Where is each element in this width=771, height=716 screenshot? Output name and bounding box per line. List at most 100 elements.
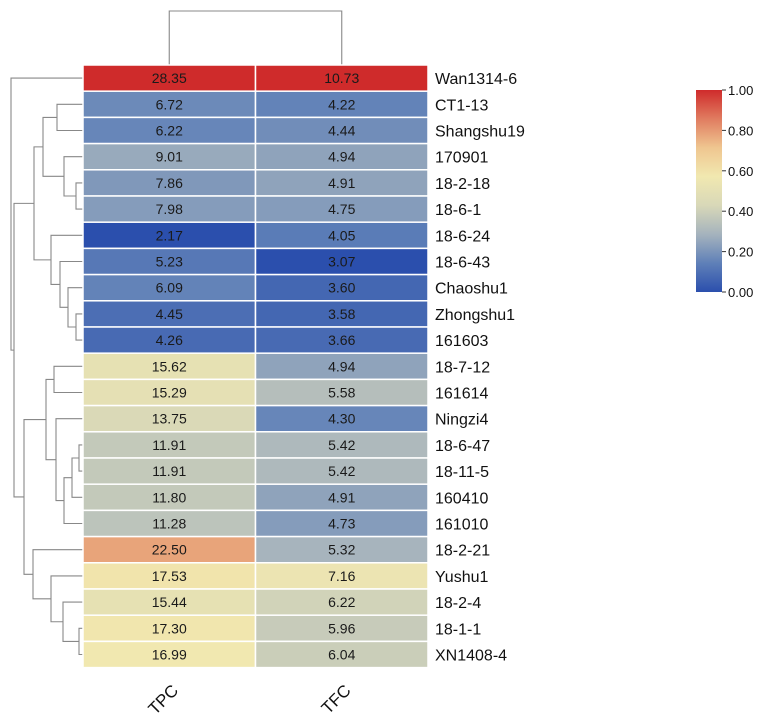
heatmap-cell [254, 457, 429, 485]
heatmap-cell [254, 142, 429, 171]
cell-value-label: 5.32 [328, 542, 355, 558]
cell-value-label: 9.01 [156, 149, 183, 165]
colorbar-tick-label: 0.80 [728, 123, 753, 138]
heatmap-cell [82, 273, 257, 302]
heatmap-cell [254, 273, 429, 302]
cell-value-label: 4.22 [328, 96, 355, 112]
heatmap-cell [254, 404, 429, 433]
row-label: 18-6-47 [435, 438, 490, 455]
column-dendrogram [168, 10, 343, 65]
row-label: Shangshu19 [435, 124, 525, 141]
heatmap-cell [82, 640, 257, 669]
heatmap-cell [82, 195, 257, 223]
cell-value-label: 5.58 [328, 385, 355, 401]
dendrogram-branch [75, 313, 83, 341]
dendrogram-branch [50, 234, 83, 285]
heatmap-cell [254, 483, 429, 512]
row-label: 18-2-18 [435, 176, 490, 193]
heatmap-cell [82, 535, 257, 564]
colorbar-tick-label: 0.20 [728, 245, 753, 260]
row-label: 18-7-12 [435, 359, 490, 376]
heatmap-cell [82, 300, 257, 328]
row-label: 161614 [435, 386, 488, 403]
cell-value-label: 13.75 [152, 411, 187, 427]
column-labels: TPC TFC [145, 681, 355, 716]
heatmap-cell [254, 195, 429, 223]
cell-value-label: 15.44 [152, 594, 187, 610]
cell-value-label: 5.42 [328, 463, 355, 479]
cell-value-label: 4.75 [328, 201, 355, 217]
cell-value-label: 5.42 [328, 437, 355, 453]
row-label: Yushu1 [435, 569, 488, 586]
dendrogram-branch [62, 601, 83, 642]
heatmap-cell [254, 640, 429, 669]
heatmap-cell [254, 588, 429, 616]
cell-value-label: 15.29 [152, 385, 187, 401]
heatmap-cell [82, 614, 257, 643]
cell-value-label: 6.22 [328, 594, 355, 610]
cell-value-label: 4.91 [328, 175, 355, 191]
dendrogram-branch [168, 10, 343, 65]
row-label: Zhongshu1 [435, 307, 515, 324]
cell-value-label: 5.23 [156, 254, 183, 270]
cell-value-label: 28.35 [152, 70, 187, 86]
cell-value-label: 4.73 [328, 516, 355, 532]
cell-value-label: 4.44 [328, 123, 355, 139]
cell-value-label: 6.04 [328, 647, 355, 663]
column-label: TFC [318, 681, 355, 716]
row-label: 170901 [435, 150, 488, 167]
dendrogram-branch [32, 549, 83, 600]
cell-value-label: 15.62 [152, 358, 187, 374]
row-label: 18-11-5 [435, 464, 489, 481]
dendrogram-branch [10, 77, 83, 351]
row-dendrogram [10, 77, 83, 656]
heatmap-cell [254, 509, 429, 538]
row-label: 18-2-21 [435, 543, 490, 560]
cell-value-label: 2.17 [156, 227, 183, 243]
cell-value-label: 17.53 [152, 568, 187, 584]
heatmap-cell [254, 431, 429, 459]
dendrogram-branch [50, 575, 83, 623]
dendrogram-branch [23, 418, 46, 575]
cell-value-label: 3.58 [328, 306, 355, 322]
cell-value-label: 7.98 [156, 201, 183, 217]
cell-value-label: 6.72 [156, 96, 183, 112]
colorbar-tick-label: 1.00 [728, 83, 753, 98]
heatmap-cell [254, 64, 429, 92]
cell-value-label: 11.28 [152, 516, 186, 532]
row-label: XN1408-4 [435, 648, 507, 665]
dendrogram-branch [42, 116, 64, 177]
row-label: Chaoshu1 [435, 281, 508, 298]
dendrogram-branch [75, 182, 83, 210]
cell-value-label: 17.30 [152, 620, 187, 636]
cell-value-label: 4.30 [328, 411, 355, 427]
cell-value-label: 4.26 [156, 332, 183, 348]
cell-value-label: 6.22 [156, 123, 183, 139]
cell-value-label: 4.91 [328, 489, 355, 505]
cell-value-label: 4.45 [156, 306, 183, 322]
cell-value-label: 6.09 [156, 280, 183, 296]
colorbar-tick-label: 0.00 [728, 285, 753, 300]
heatmap-cells: 28.35 10.73 6.72 4.22 6.22 4.44 9.01 4.94 7.86 4.… [82, 64, 429, 669]
row-label: 18-2-4 [435, 595, 481, 612]
heatmap-cell [254, 169, 429, 197]
dendrogram-branch [63, 156, 83, 197]
cell-value-label: 4.94 [328, 149, 355, 165]
cell-value-label: 7.16 [328, 568, 355, 584]
row-label: 161010 [435, 517, 488, 534]
dendrogram-branch [56, 103, 83, 132]
heatmap-cell [254, 247, 429, 276]
row-label: 160410 [435, 490, 488, 507]
dendrogram-branch [53, 365, 83, 394]
cell-value-label: 3.60 [328, 280, 355, 296]
heatmap-cell [82, 90, 257, 119]
cell-value-label: 4.05 [328, 227, 355, 243]
row-label: 18-6-43 [435, 255, 490, 272]
cell-value-label: 7.86 [156, 175, 183, 191]
row-label: Ningzi4 [435, 412, 488, 429]
heatmap-cell [82, 352, 257, 381]
row-label: 18-1-1 [435, 621, 481, 638]
colorbar-tick-label: 0.40 [728, 204, 753, 219]
cell-value-label: 16.99 [152, 647, 187, 663]
